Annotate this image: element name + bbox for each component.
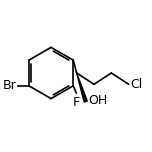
Text: Cl: Cl	[130, 78, 142, 91]
Text: F: F	[73, 96, 80, 109]
Text: Br: Br	[3, 79, 17, 92]
Text: OH: OH	[88, 94, 107, 107]
Polygon shape	[77, 73, 87, 102]
